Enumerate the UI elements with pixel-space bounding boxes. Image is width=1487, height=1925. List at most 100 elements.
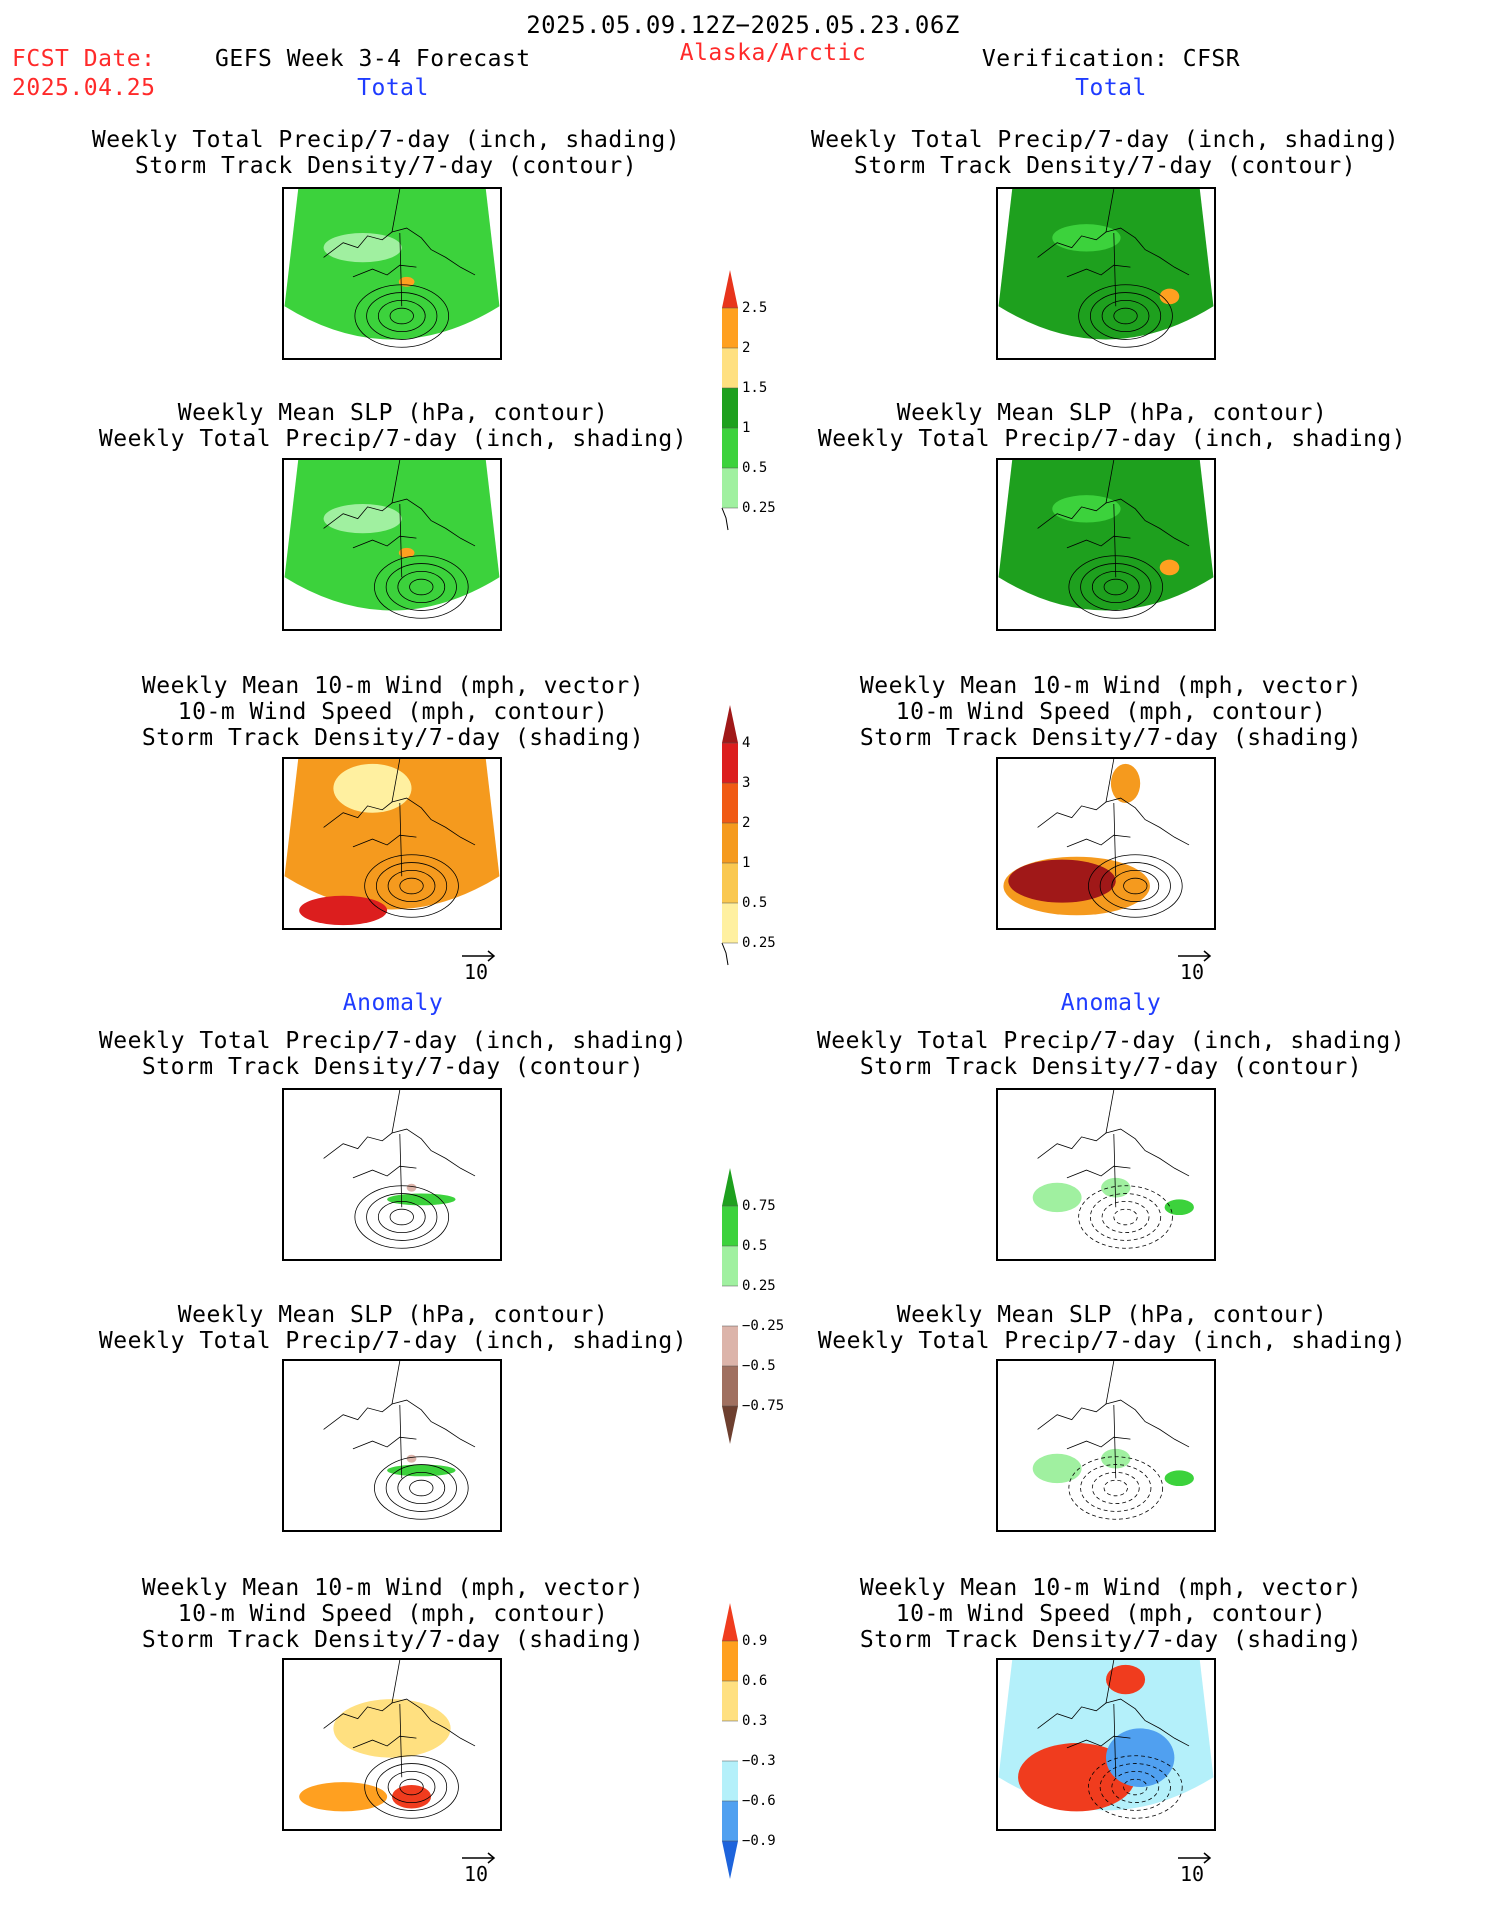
map-domain: [284, 1361, 500, 1512]
contour-line: [364, 1755, 459, 1819]
colorbar-precip-anomaly: 0.75 0.5 0.25 −0.25 −0.5 −0.75: [720, 1168, 800, 1453]
shaded-field: [1159, 559, 1180, 576]
map-svg: [284, 1361, 500, 1520]
colorbar-segment: [722, 1366, 738, 1406]
colorbar-tick-label: 0.5: [742, 460, 768, 476]
panel-title: Weekly Total Precip/7-day (inch, shading…: [98, 1028, 688, 1080]
colorbar-segment: [722, 348, 738, 388]
map-svg: [998, 1660, 1214, 1819]
contour-line: [366, 292, 438, 340]
contour-line: [1091, 1471, 1140, 1505]
coastline: [1037, 189, 1190, 307]
colorbar-cap: [722, 1841, 738, 1879]
colorbar-segment: [722, 1681, 738, 1721]
shaded-field: [392, 1785, 432, 1809]
shaded-field: [1106, 1664, 1146, 1695]
shaded-field: [1110, 763, 1141, 803]
contour-line: [377, 299, 426, 333]
colorbar-cap: [722, 705, 738, 743]
shaded-field: [284, 460, 500, 611]
fcst-date-value: 2025.04.25: [12, 75, 156, 101]
vector-reference-label: 10: [464, 960, 489, 984]
contour-line: [377, 1200, 426, 1234]
map-wind-std-anom-obs: [996, 1658, 1216, 1831]
colorbar-tick-label: −0.3: [742, 1753, 776, 1769]
shaded-field: [1164, 1470, 1194, 1487]
contour-line: [387, 1770, 436, 1804]
coastline: [1037, 1361, 1190, 1479]
contour-line: [364, 854, 459, 918]
shaded-field: [1018, 1743, 1136, 1812]
coastline: [1037, 460, 1190, 578]
shaded-field: [1032, 1453, 1082, 1484]
contour-line: [1099, 862, 1171, 910]
map-svg: [284, 189, 500, 348]
colorbar-tail: [721, 507, 729, 531]
map-svg: [284, 460, 500, 619]
contour-line: [1103, 1479, 1128, 1497]
colorbar-segment: [722, 783, 738, 823]
panel-title: Weekly Mean SLP (hPa, contour) Weekly Tot…: [817, 1302, 1407, 1354]
shaded-field: [1032, 1182, 1082, 1213]
panel-title: Weekly Total Precip/7-day (inch, shading…: [810, 127, 1400, 179]
colorbar-svg: [721, 705, 738, 966]
panel-title: Weekly Total Precip/7-day (inch, shading…: [816, 1028, 1406, 1080]
contour-line: [389, 307, 414, 325]
contour-line: [1080, 563, 1152, 611]
contour-line: [1089, 292, 1162, 340]
map-svg: [998, 759, 1214, 918]
colorbar-segment: [722, 468, 738, 508]
map-precip-std-anom-fcst: [282, 1088, 502, 1261]
map-domain: [998, 1090, 1214, 1241]
vector-reference-label: 10: [464, 1862, 489, 1886]
colorbar-tick-label: 0.5: [742, 895, 768, 911]
arrow-right-icon: [462, 950, 496, 962]
colorbar-segment: [722, 428, 738, 468]
coastline: [323, 1361, 476, 1479]
panel-title: Weekly Mean 10-m Wind (mph, vector) 10-m …: [141, 1575, 645, 1653]
arrow-right-icon: [1178, 1852, 1212, 1864]
contour-line: [374, 555, 469, 619]
contour-line: [1078, 284, 1173, 348]
contour-line: [1080, 1464, 1152, 1512]
contour-line: [1123, 1778, 1148, 1796]
colorbar-segment: [722, 743, 738, 783]
arrow-right-icon: [1178, 950, 1212, 962]
colorbar-segment: [722, 1206, 738, 1246]
map-domain: [998, 1361, 1214, 1512]
colorbar-tick-label: 0.25: [742, 1278, 776, 1294]
colorbar-svg: [721, 270, 738, 531]
panel-title: Weekly Mean 10-m Wind (mph, vector) 10-m …: [141, 673, 645, 751]
contour-line: [409, 578, 434, 596]
contour-line: [409, 1479, 434, 1497]
colorbar-cap: [722, 1168, 738, 1206]
map-svg: [284, 1090, 500, 1249]
colorbar-tick-label: 0.25: [742, 500, 776, 516]
coastline: [323, 1090, 476, 1208]
contour-line: [1088, 854, 1183, 918]
contour-line: [1123, 877, 1148, 895]
map-domain: [284, 1090, 500, 1241]
map-slp-precip-anom-obs: [996, 1359, 1216, 1532]
map-wind-std-anom-fcst: [282, 1658, 502, 1831]
colorbar-segment: [722, 823, 738, 863]
section-anomaly-right: Anomaly: [1060, 990, 1162, 1016]
shaded-field: [406, 1454, 417, 1463]
forecast-title: GEFS Week 3-4 Forecast: [215, 46, 531, 72]
map-svg: [998, 1361, 1214, 1520]
colorbar-tick-label: −0.25: [742, 1318, 785, 1334]
shaded-field: [1101, 1177, 1131, 1198]
contour-line: [1113, 307, 1138, 325]
contour-line: [1088, 1755, 1183, 1819]
shaded-field: [406, 1183, 417, 1192]
contour-line: [399, 877, 424, 895]
colorbar-svg: [722, 1603, 738, 1879]
colorbar-segment: [722, 1721, 738, 1761]
colorbar-segment: [722, 1761, 738, 1801]
section-total-right: Total: [1075, 75, 1147, 101]
contour-line: [385, 563, 457, 611]
contour-line: [1101, 1200, 1150, 1234]
colorbar-segment: [722, 1286, 738, 1326]
colorbar-segment: [722, 308, 738, 348]
colorbar-segment: [722, 863, 738, 903]
